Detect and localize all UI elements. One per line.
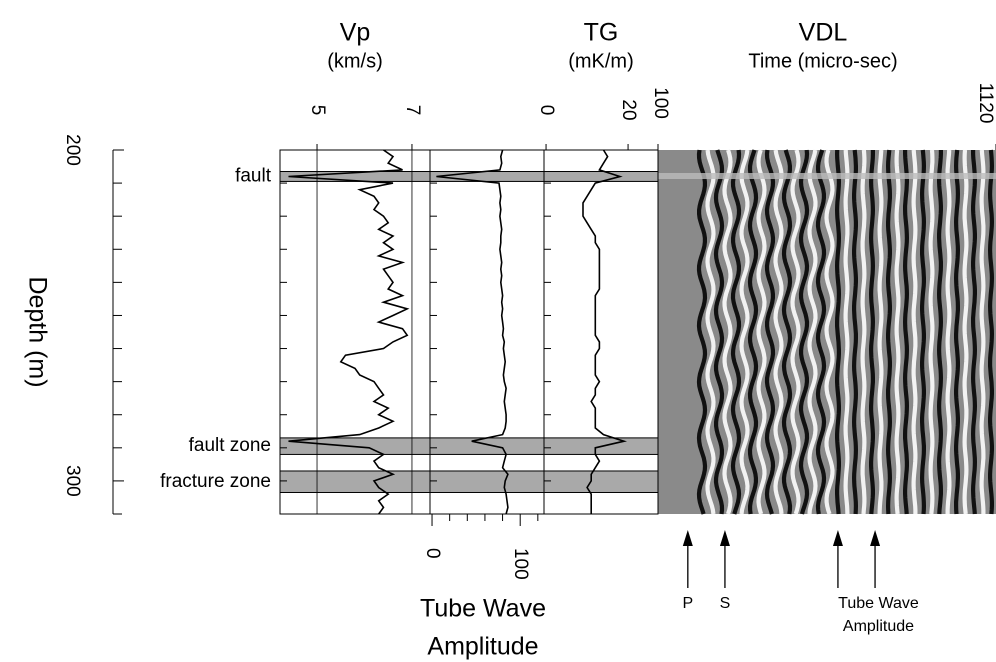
zone-label: fault zone bbox=[189, 435, 271, 456]
vdl-stripe bbox=[877, 149, 884, 515]
vdl-stripe bbox=[790, 149, 801, 515]
vdl-stripe bbox=[928, 149, 935, 515]
vdl-stripe bbox=[739, 149, 750, 515]
track-frame bbox=[429, 149, 545, 515]
track-frame bbox=[543, 149, 659, 515]
depth-tick-label: 200 bbox=[62, 134, 83, 166]
arrow-head bbox=[719, 530, 730, 546]
vdl-band bbox=[658, 173, 996, 179]
vdl-stripe bbox=[713, 149, 725, 515]
zone-label: fracture zone bbox=[160, 471, 271, 492]
zone-label: fault bbox=[235, 165, 272, 186]
track-frame bbox=[279, 149, 431, 515]
vdl-stripe bbox=[945, 149, 952, 514]
vdl-stripe bbox=[756, 149, 767, 515]
vdl-stripe bbox=[807, 149, 818, 515]
x-tick-label: 100 bbox=[650, 87, 671, 119]
vdl-stripe bbox=[696, 149, 708, 515]
arrow-label: P bbox=[682, 595, 693, 612]
vdl-stripe bbox=[705, 149, 716, 515]
vdl-stripe bbox=[860, 149, 867, 515]
track-title: Vp bbox=[340, 19, 371, 47]
vdl-stripe bbox=[843, 149, 850, 515]
vdl-subtitle: Time (micro-sec) bbox=[748, 50, 897, 72]
vdl-stripe bbox=[979, 149, 986, 514]
track-unit: (mK/m) bbox=[568, 50, 634, 72]
vdl-stripe bbox=[987, 149, 995, 515]
arrow-head bbox=[682, 530, 693, 546]
vdl-stripe bbox=[970, 150, 978, 515]
x-tick-label: 1120 bbox=[975, 83, 996, 124]
log-curve bbox=[582, 149, 628, 514]
log-curve bbox=[288, 149, 410, 515]
x-tick-label: 5 bbox=[307, 105, 328, 116]
vdl-stripe bbox=[722, 149, 733, 515]
vdl-stripe bbox=[730, 149, 742, 515]
track-unit: (km/s) bbox=[327, 50, 383, 72]
vdl-stripe bbox=[911, 149, 918, 514]
vdl-stripe bbox=[773, 149, 784, 515]
vdl-title: VDL bbox=[799, 19, 848, 47]
vdl-stripe bbox=[834, 149, 842, 515]
vdl-stripe bbox=[953, 149, 961, 515]
arrow-head bbox=[832, 530, 843, 546]
zone-band bbox=[279, 470, 659, 493]
x-tick-label: 7 bbox=[402, 105, 423, 116]
vdl-stripe bbox=[902, 150, 910, 515]
vdl-stripe bbox=[894, 149, 901, 515]
vdl-stripe bbox=[798, 149, 810, 515]
x-tick-label: 20 bbox=[618, 99, 639, 120]
x-tick-label: 100 bbox=[510, 548, 531, 580]
depth-tick-label: 300 bbox=[62, 465, 83, 497]
x-tick-label: 0 bbox=[536, 105, 557, 116]
depth-label: Depth (m) bbox=[23, 276, 51, 387]
vdl-stripe bbox=[919, 149, 927, 515]
vdl-stripe bbox=[747, 149, 759, 515]
vdl-stripe bbox=[764, 149, 776, 515]
log-curve bbox=[436, 149, 509, 515]
track-title: TG bbox=[584, 19, 619, 47]
track-label: Amplitude bbox=[427, 633, 538, 661]
arrow-label: S bbox=[720, 595, 731, 612]
vdl-stripe bbox=[962, 149, 969, 515]
arrow-head bbox=[870, 530, 881, 546]
vdl-stripe bbox=[781, 149, 793, 515]
vdl-stripe bbox=[815, 149, 827, 515]
arrow-label: Amplitude bbox=[843, 618, 914, 635]
vdl-stripe bbox=[885, 149, 893, 515]
vdl-stripe bbox=[868, 150, 876, 515]
vdl-stripe bbox=[824, 149, 835, 515]
x-tick-label: 0 bbox=[422, 548, 443, 559]
track-label: Tube Wave bbox=[420, 595, 546, 623]
vdl-stripe bbox=[851, 149, 859, 515]
arrow-label: Tube Wave bbox=[838, 595, 919, 612]
vdl-stripe bbox=[936, 150, 944, 515]
